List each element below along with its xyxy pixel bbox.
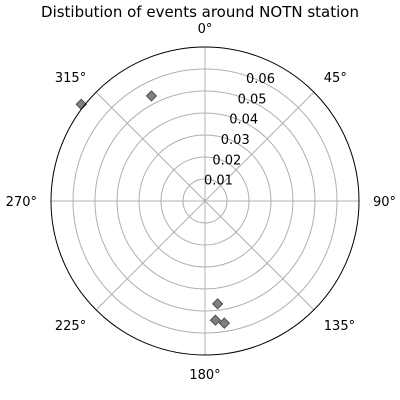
radial-tick-label-1: 0.01: [204, 174, 233, 189]
angle-tick-label-180: 180°: [189, 368, 220, 383]
angular-grid: [51, 47, 359, 355]
angle-tick-label-45: 45°: [324, 71, 347, 86]
angle-tick-label-135: 135°: [324, 319, 355, 334]
event-marker-4: [209, 314, 222, 326]
polar-frame: [50, 46, 360, 356]
event-marker-2: [145, 90, 158, 102]
angle-tick-label-225: 225°: [55, 319, 86, 334]
radial-tick-label-4: 0.04: [229, 113, 258, 128]
angle-gridline-45: [204, 91, 315, 202]
radial-tick-labels: 0.01 0.02 0.03 0.04 0.05 0.06: [204, 72, 275, 189]
event-marker-3: [211, 298, 224, 310]
angle-tick-label-90: 90°: [373, 195, 396, 210]
angle-tick-label-0: 0°: [198, 22, 213, 37]
event-markers: [75, 90, 231, 329]
angle-tick-label-270: 270°: [6, 195, 37, 210]
angle-gridline-225: [95, 200, 206, 311]
radial-tick-label-6: 0.06: [246, 72, 275, 87]
angle-tick-label-315: 315°: [55, 71, 86, 86]
radial-tick-label-2: 0.02: [212, 153, 241, 168]
angle-gridline-135: [204, 200, 315, 311]
radial-tick-label-3: 0.03: [221, 133, 250, 148]
radial-tick-label-5: 0.05: [238, 92, 267, 107]
angle-gridline-315: [95, 91, 206, 202]
angle-tick-labels: 0° 45° 90° 135° 180° 225° 270° 315°: [6, 22, 396, 383]
event-marker-5: [218, 317, 231, 329]
chart-title: Distibution of events around NOTN statio…: [41, 3, 359, 21]
